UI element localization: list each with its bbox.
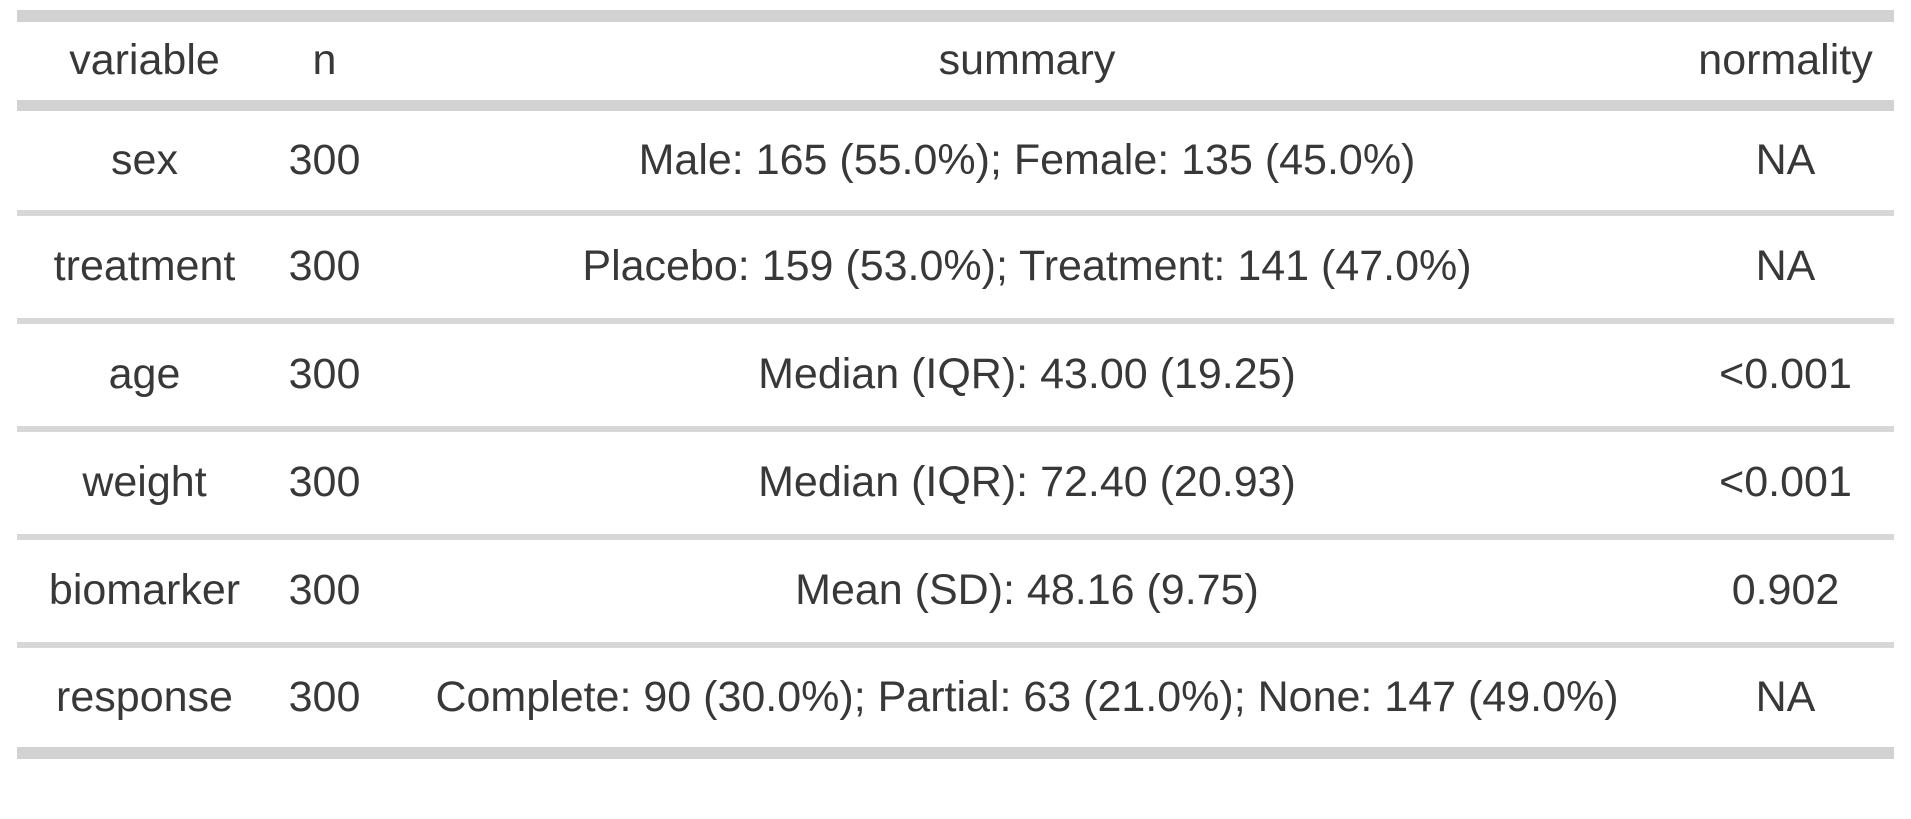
cell-normality: <0.001 — [1677, 321, 1894, 432]
table-row: response 300 Complete: 90 (30.0%); Parti… — [17, 645, 1894, 753]
cell-normality: NA — [1677, 105, 1894, 216]
table-row: age 300 Median (IQR): 43.00 (19.25) <0.0… — [17, 321, 1894, 432]
cell-variable: sex — [17, 105, 272, 216]
cell-n: 300 — [272, 537, 377, 648]
cell-summary: Complete: 90 (30.0%); Partial: 63 (21.0%… — [435, 672, 1619, 721]
column-header-normality: normality — [1677, 16, 1894, 111]
cell-summary: Median (IQR): 43.00 (19.25) — [377, 321, 1677, 432]
cell-summary: Placebo: 159 (53.0%); Treatment: 141 (47… — [377, 213, 1677, 324]
table-row: treatment 300 Placebo: 159 (53.0%); Trea… — [17, 213, 1894, 324]
cell-summary: Male: 165 (55.0%); Female: 135 (45.0%) — [377, 105, 1677, 216]
cell-normality: <0.001 — [1677, 429, 1894, 540]
cell-n: 300 — [288, 672, 361, 721]
cell-variable: biomarker — [17, 537, 272, 648]
cell-n: 300 — [272, 429, 377, 540]
table-row: weight 300 Median (IQR): 72.40 (20.93) <… — [17, 429, 1894, 540]
summary-table: variable n summary normality sex 300 Mal… — [17, 10, 1894, 759]
cell-variable: treatment — [17, 213, 272, 324]
column-header-n: n — [272, 16, 377, 111]
table-header-row: variable n summary normality — [17, 16, 1894, 111]
cell-n: 300 — [272, 213, 377, 324]
cell-summary: Median (IQR): 72.40 (20.93) — [377, 429, 1677, 540]
cell-n: 300 — [272, 105, 377, 216]
column-header-summary: summary — [377, 16, 1677, 111]
cell-normality: NA — [1755, 672, 1816, 721]
cell-variable: weight — [17, 429, 272, 540]
cell-normality: 0.902 — [1677, 537, 1894, 648]
table-row: sex 300 Male: 165 (55.0%); Female: 135 (… — [17, 105, 1894, 216]
cell-variable: response — [56, 672, 233, 721]
cell-normality: NA — [1677, 213, 1894, 324]
cell-variable: age — [17, 321, 272, 432]
cell-n: 300 — [272, 321, 377, 432]
column-header-variable: variable — [17, 16, 272, 111]
cell-summary: Mean (SD): 48.16 (9.75) — [377, 537, 1677, 648]
summary-table-wrapper: variable n summary normality sex 300 Mal… — [17, 10, 1894, 759]
table-row: biomarker 300 Mean (SD): 48.16 (9.75) 0.… — [17, 537, 1894, 648]
